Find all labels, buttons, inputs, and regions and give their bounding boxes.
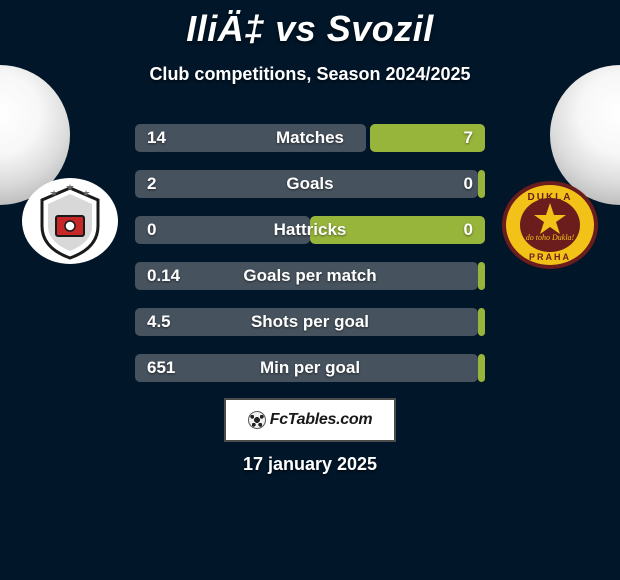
partizan-crest-icon	[20, 176, 120, 266]
stat-row: Hattricks0 0	[135, 216, 485, 244]
stat-label: Goals	[135, 170, 485, 198]
stat-value-left: 14	[147, 124, 166, 152]
svg-text:PRAHA: PRAHA	[529, 252, 571, 262]
stat-row: Goals per match0.14	[135, 262, 485, 290]
page-title: IliÄ‡ vs Svozil	[0, 0, 620, 50]
stat-value-right: 0	[464, 170, 473, 198]
stat-row: Min per goal651	[135, 354, 485, 382]
svg-text:do toho Dukla!: do toho Dukla!	[526, 233, 575, 242]
stat-value-left: 651	[147, 354, 175, 382]
soccer-ball-icon	[248, 411, 266, 429]
brand-badge[interactable]: FcTables.com	[224, 398, 396, 442]
stat-row: Matches14 7	[135, 124, 485, 152]
stat-label: Min per goal	[135, 354, 485, 382]
stat-label: Shots per goal	[135, 308, 485, 336]
stat-value-left: 0.14	[147, 262, 180, 290]
stat-label: Hattricks	[135, 216, 485, 244]
club-logo-left	[20, 176, 120, 266]
stat-row: Shots per goal4.5	[135, 308, 485, 336]
stat-label: Goals per match	[135, 262, 485, 290]
dukla-crest-icon: do toho Dukla! DUKLA PRAHA	[500, 180, 600, 270]
club-logo-right: do toho Dukla! DUKLA PRAHA	[500, 180, 600, 270]
stat-value-right: 7	[464, 124, 473, 152]
page-subtitle: Club competitions, Season 2024/2025	[0, 64, 620, 85]
brand-name: FcTables.com	[270, 411, 373, 429]
stat-value-left: 4.5	[147, 308, 171, 336]
stat-value-left: 2	[147, 170, 156, 198]
stat-value-left: 0	[147, 216, 156, 244]
stat-label: Matches	[135, 124, 485, 152]
svg-text:DUKLA: DUKLA	[528, 192, 573, 203]
stat-row: Goals2 0	[135, 170, 485, 198]
snapshot-date: 17 january 2025	[0, 454, 620, 475]
stat-value-right: 0	[464, 216, 473, 244]
stats-panel: Matches147Goals20Hattricks00Goals per ma…	[135, 124, 485, 400]
